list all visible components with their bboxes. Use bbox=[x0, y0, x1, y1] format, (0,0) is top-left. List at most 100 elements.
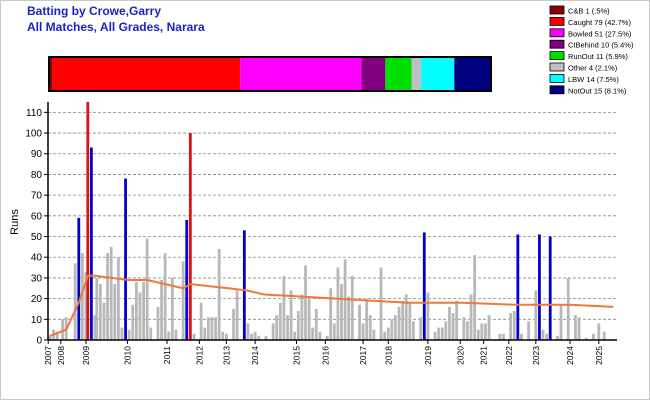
innings-bar bbox=[224, 333, 228, 340]
innings-bar bbox=[318, 331, 322, 340]
century-bar bbox=[188, 133, 192, 340]
innings-bar bbox=[476, 329, 480, 340]
innings-bar bbox=[300, 294, 304, 340]
innings-bar bbox=[232, 308, 235, 340]
x-tick-label: 2009 bbox=[81, 346, 91, 365]
notout-bar bbox=[124, 178, 127, 340]
innings-bar bbox=[527, 321, 531, 340]
innings-bar bbox=[181, 261, 185, 340]
x-tick-label: 2025 bbox=[594, 346, 604, 365]
innings-bar bbox=[289, 290, 293, 340]
innings-bar bbox=[365, 298, 369, 340]
dismissal-bar-border bbox=[48, 56, 492, 92]
notout-bar bbox=[548, 236, 552, 340]
innings-bar bbox=[404, 294, 408, 340]
innings-bar bbox=[253, 331, 257, 340]
x-tick-label: 2014 bbox=[250, 346, 260, 365]
innings-bar bbox=[347, 296, 351, 340]
innings-bar bbox=[412, 321, 415, 340]
x-tick-label: 2022 bbox=[504, 346, 514, 365]
y-tick-label: 50 bbox=[31, 232, 43, 243]
innings-bar bbox=[138, 292, 142, 340]
innings-bar bbox=[160, 279, 163, 340]
innings-bar bbox=[498, 333, 502, 340]
x-tick-label: 2018 bbox=[383, 346, 393, 365]
innings-bar bbox=[444, 321, 448, 340]
notout-bar bbox=[242, 230, 246, 340]
legend-label: CtBehind 10 (5.4%) bbox=[568, 41, 634, 50]
innings-bar bbox=[203, 327, 207, 340]
innings-bar bbox=[469, 294, 473, 340]
innings-bar bbox=[451, 313, 455, 340]
dismissal-segment bbox=[411, 58, 422, 90]
y-tick-label: 80 bbox=[31, 170, 43, 181]
innings-bar bbox=[401, 300, 405, 340]
innings-bar bbox=[394, 315, 397, 340]
notout-bar bbox=[89, 147, 93, 340]
legend-label: LBW 14 (7.5%) bbox=[568, 75, 619, 84]
innings-bar bbox=[466, 321, 469, 340]
x-tick-label: 2015 bbox=[292, 346, 302, 365]
innings-bar bbox=[116, 257, 120, 340]
innings-bar bbox=[368, 315, 372, 340]
innings-bar bbox=[545, 333, 549, 340]
innings-bar bbox=[93, 315, 97, 340]
dismissal-segment bbox=[52, 58, 241, 90]
innings-bar bbox=[419, 317, 423, 340]
innings-bar bbox=[167, 331, 171, 340]
innings-bar bbox=[145, 238, 149, 340]
innings-bar bbox=[257, 335, 261, 340]
innings-bar bbox=[332, 323, 336, 340]
innings-bar bbox=[120, 327, 124, 340]
legend-label: NotOut 15 (8.1%) bbox=[568, 86, 627, 95]
notout-bar bbox=[422, 232, 426, 340]
innings-bar bbox=[102, 302, 106, 340]
x-tick-label: 2019 bbox=[423, 346, 433, 365]
innings-bar bbox=[534, 290, 538, 340]
innings-bar bbox=[602, 331, 606, 340]
innings-bar bbox=[170, 277, 174, 340]
innings-bar bbox=[149, 327, 153, 340]
legend-swatch bbox=[549, 85, 565, 95]
legend-swatch bbox=[549, 62, 565, 72]
innings-bar bbox=[480, 323, 484, 340]
innings-bar bbox=[397, 306, 401, 340]
innings-bar bbox=[556, 335, 559, 340]
innings-bar bbox=[206, 317, 210, 340]
x-tick-label: 2010 bbox=[122, 346, 132, 365]
y-tick-label: 0 bbox=[36, 336, 42, 347]
legend-swatch bbox=[549, 28, 565, 38]
innings-bar bbox=[574, 315, 577, 340]
dismissal-segment bbox=[361, 58, 386, 90]
y-tick-label: 60 bbox=[31, 211, 43, 222]
innings-bar bbox=[131, 304, 135, 340]
century-bar bbox=[86, 102, 90, 340]
innings-bar bbox=[98, 284, 102, 340]
legend-label: C&B 1 (.5%) bbox=[568, 7, 610, 16]
x-tick-label: 2013 bbox=[221, 346, 231, 365]
innings-bar bbox=[592, 333, 595, 340]
innings-bar bbox=[383, 331, 387, 340]
dismissal-segment bbox=[385, 58, 412, 90]
legend-swatch bbox=[549, 74, 565, 83]
innings-bar bbox=[487, 315, 491, 340]
x-tick-label: 2017 bbox=[358, 346, 368, 365]
innings-bar bbox=[340, 284, 343, 340]
x-tick-label: 2023 bbox=[531, 346, 541, 365]
x-tick-label: 2007 bbox=[43, 346, 53, 365]
innings-bar bbox=[509, 313, 513, 340]
innings-bar bbox=[361, 323, 365, 340]
legend: C&B 1 (.5%) Caught 79 (42.7%) Bowled 51 (2… bbox=[549, 5, 634, 95]
innings-bar bbox=[95, 277, 99, 340]
legend-label: Bowled 51 (27.5%) bbox=[568, 29, 632, 38]
x-tick-label: 2024 bbox=[565, 346, 575, 365]
innings-bar bbox=[336, 267, 340, 340]
innings-bar bbox=[134, 282, 138, 340]
innings-bar bbox=[61, 319, 64, 340]
innings-bar bbox=[325, 335, 329, 340]
dismissal-segment bbox=[240, 58, 362, 90]
legend-label: Other 4 (2.1%) bbox=[568, 64, 618, 73]
notout-bar bbox=[516, 234, 520, 340]
innings-bar bbox=[235, 290, 239, 340]
innings-bar bbox=[311, 327, 315, 340]
